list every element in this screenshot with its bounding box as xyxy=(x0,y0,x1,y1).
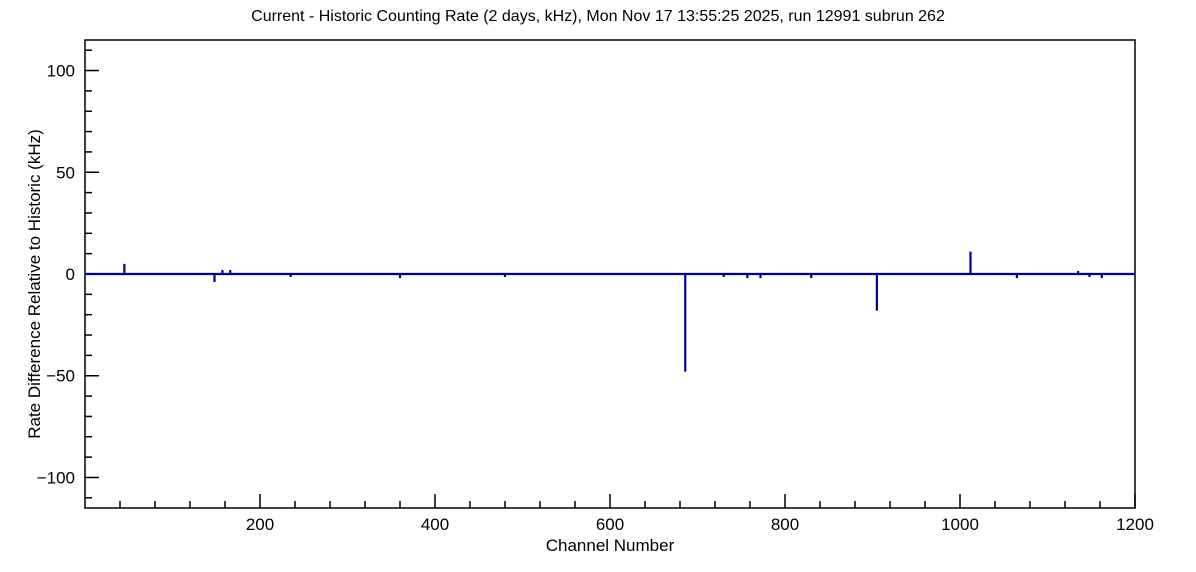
y-tick-label: 0 xyxy=(66,265,75,284)
y-tick-label: 100 xyxy=(47,62,75,81)
x-axis-label: Channel Number xyxy=(545,536,675,555)
x-tick-label: 1200 xyxy=(1116,515,1154,534)
axes-ticks xyxy=(85,49,1136,508)
x-tick-label: 1000 xyxy=(941,515,979,534)
y-tick-label: −50 xyxy=(46,367,75,386)
tick-labels: 200 400 600 800 1000 1200 −100 −50 0 50 100 xyxy=(37,62,1154,534)
y-tick-label: −100 xyxy=(37,468,75,487)
y-tick-label: 50 xyxy=(56,163,75,182)
series-line xyxy=(85,251,1135,372)
x-tick-label: 800 xyxy=(771,515,799,534)
x-tick-label: 400 xyxy=(421,515,449,534)
x-tick-label: 600 xyxy=(596,515,624,534)
x-tick-label: 200 xyxy=(246,515,274,534)
chart-title: Current - Historic Counting Rate (2 days… xyxy=(251,8,945,25)
